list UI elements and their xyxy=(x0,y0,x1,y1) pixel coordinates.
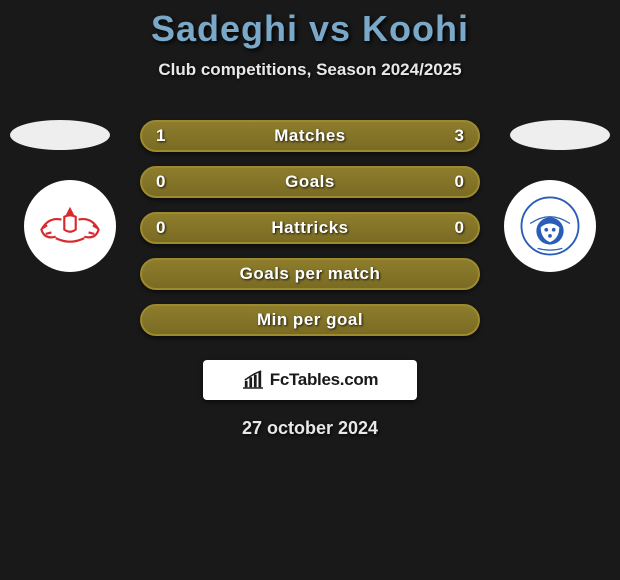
player-photo-left xyxy=(10,120,110,150)
branding-text: FcTables.com xyxy=(270,370,379,390)
stat-left-value: 0 xyxy=(156,172,165,192)
club-crest-left-icon xyxy=(33,201,107,251)
stat-label: Goals per match xyxy=(240,264,381,284)
stats-area: 1 Matches 3 0 Goals 0 0 Hattricks 0 Goal… xyxy=(0,120,620,439)
stat-row-goals-per-match: Goals per match xyxy=(140,258,480,290)
stat-left-value: 0 xyxy=(156,218,165,238)
stat-row-hattricks: 0 Hattricks 0 xyxy=(140,212,480,244)
infographic-container: Sadeghi vs Koohi Club competitions, Seas… xyxy=(0,0,620,580)
stat-row-min-per-goal: Min per goal xyxy=(140,304,480,336)
club-badge-right xyxy=(504,180,596,272)
stat-right-value: 3 xyxy=(455,126,464,146)
stat-row-matches: 1 Matches 3 xyxy=(140,120,480,152)
stat-row-goals: 0 Goals 0 xyxy=(140,166,480,198)
stat-label: Min per goal xyxy=(257,310,363,330)
player-photo-right xyxy=(510,120,610,150)
stat-right-value: 0 xyxy=(455,218,464,238)
subtitle: Club competitions, Season 2024/2025 xyxy=(0,60,620,80)
branding-badge: FcTables.com xyxy=(203,360,417,400)
stat-label: Matches xyxy=(274,126,346,146)
stat-right-value: 0 xyxy=(455,172,464,192)
title: Sadeghi vs Koohi xyxy=(0,8,620,50)
stat-left-value: 1 xyxy=(156,126,165,146)
date: 27 october 2024 xyxy=(18,418,602,439)
stat-label: Goals xyxy=(285,172,335,192)
stat-label: Hattricks xyxy=(271,218,348,238)
club-crest-right-icon xyxy=(519,195,581,257)
bar-chart-icon xyxy=(242,370,264,390)
club-badge-left xyxy=(24,180,116,272)
